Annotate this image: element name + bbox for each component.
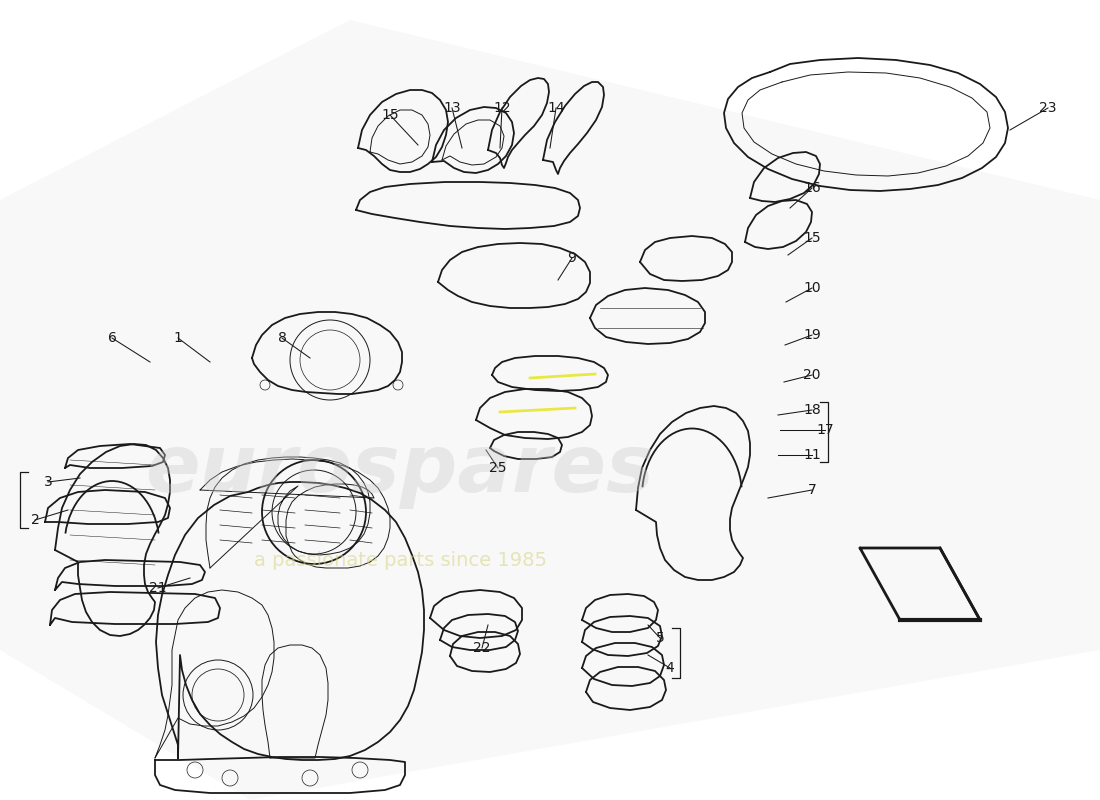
Text: 2: 2 [31, 513, 40, 527]
Text: 19: 19 [803, 328, 821, 342]
Text: 25: 25 [490, 461, 507, 475]
Text: 10: 10 [803, 281, 821, 295]
Text: 3: 3 [44, 475, 53, 489]
Text: 23: 23 [1040, 101, 1057, 115]
Text: 15: 15 [382, 108, 399, 122]
Text: a passionate parts since 1985: a passionate parts since 1985 [253, 550, 547, 570]
Text: 16: 16 [803, 181, 821, 195]
Text: 4: 4 [666, 661, 674, 675]
Text: 18: 18 [803, 403, 821, 417]
Text: 7: 7 [807, 483, 816, 497]
Polygon shape [0, 20, 1100, 800]
Text: 6: 6 [108, 331, 117, 345]
Text: 14: 14 [547, 101, 564, 115]
Text: 1: 1 [174, 331, 183, 345]
Text: 8: 8 [277, 331, 286, 345]
Text: 9: 9 [568, 251, 576, 265]
Text: eurospares: eurospares [145, 431, 654, 509]
Text: 15: 15 [803, 231, 821, 245]
Text: 5: 5 [656, 631, 664, 645]
Text: 20: 20 [803, 368, 821, 382]
Text: 11: 11 [803, 448, 821, 462]
Text: 21: 21 [150, 581, 167, 595]
Text: 13: 13 [443, 101, 461, 115]
Text: 17: 17 [816, 423, 834, 437]
Text: 22: 22 [473, 641, 491, 655]
Text: 12: 12 [493, 101, 510, 115]
